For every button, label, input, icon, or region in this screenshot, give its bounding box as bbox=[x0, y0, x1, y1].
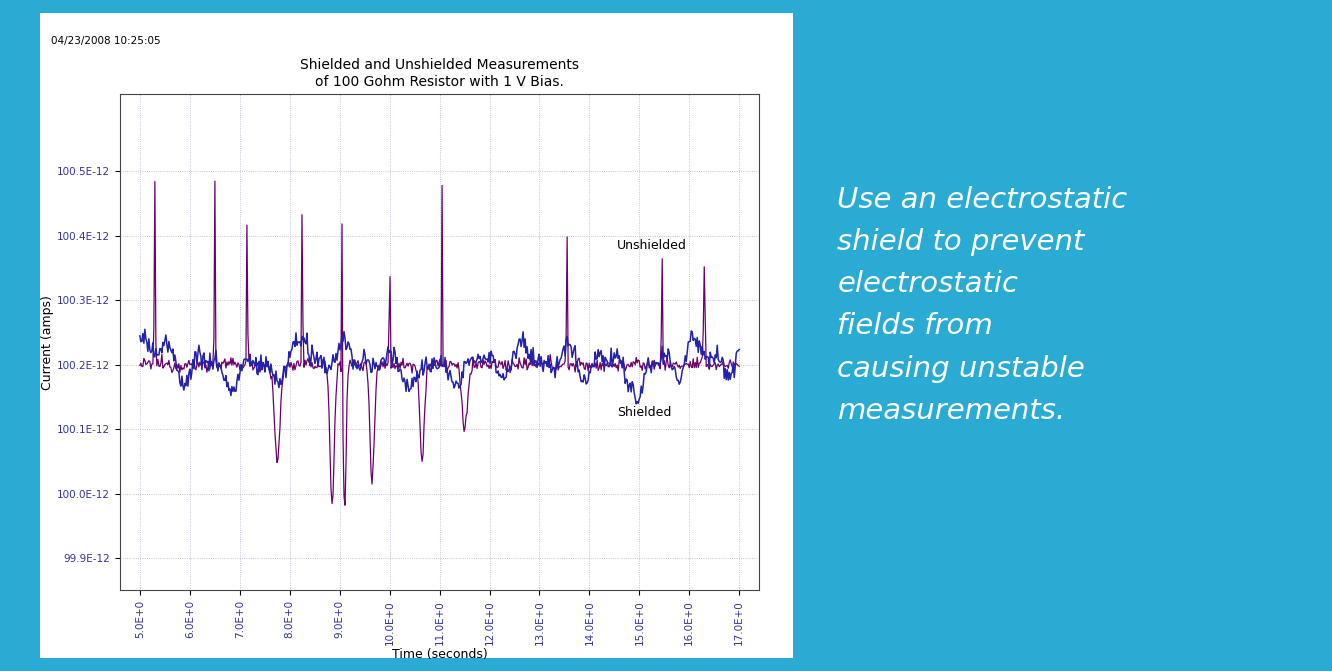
Text: Shielded: Shielded bbox=[617, 407, 671, 419]
Y-axis label: Current (amps): Current (amps) bbox=[41, 295, 55, 390]
X-axis label: Time (seconds): Time (seconds) bbox=[392, 648, 488, 661]
Title: Shielded and Unshielded Measurements
of 100 Gohm Resistor with 1 V Bias.: Shielded and Unshielded Measurements of … bbox=[300, 58, 579, 89]
Text: Use an electrostatic
shield to prevent
electrostatic
fields from
causing unstabl: Use an electrostatic shield to prevent e… bbox=[838, 186, 1128, 425]
Text: Unshielded: Unshielded bbox=[617, 239, 687, 252]
Text: 04/23/2008 10:25:05: 04/23/2008 10:25:05 bbox=[51, 36, 160, 46]
